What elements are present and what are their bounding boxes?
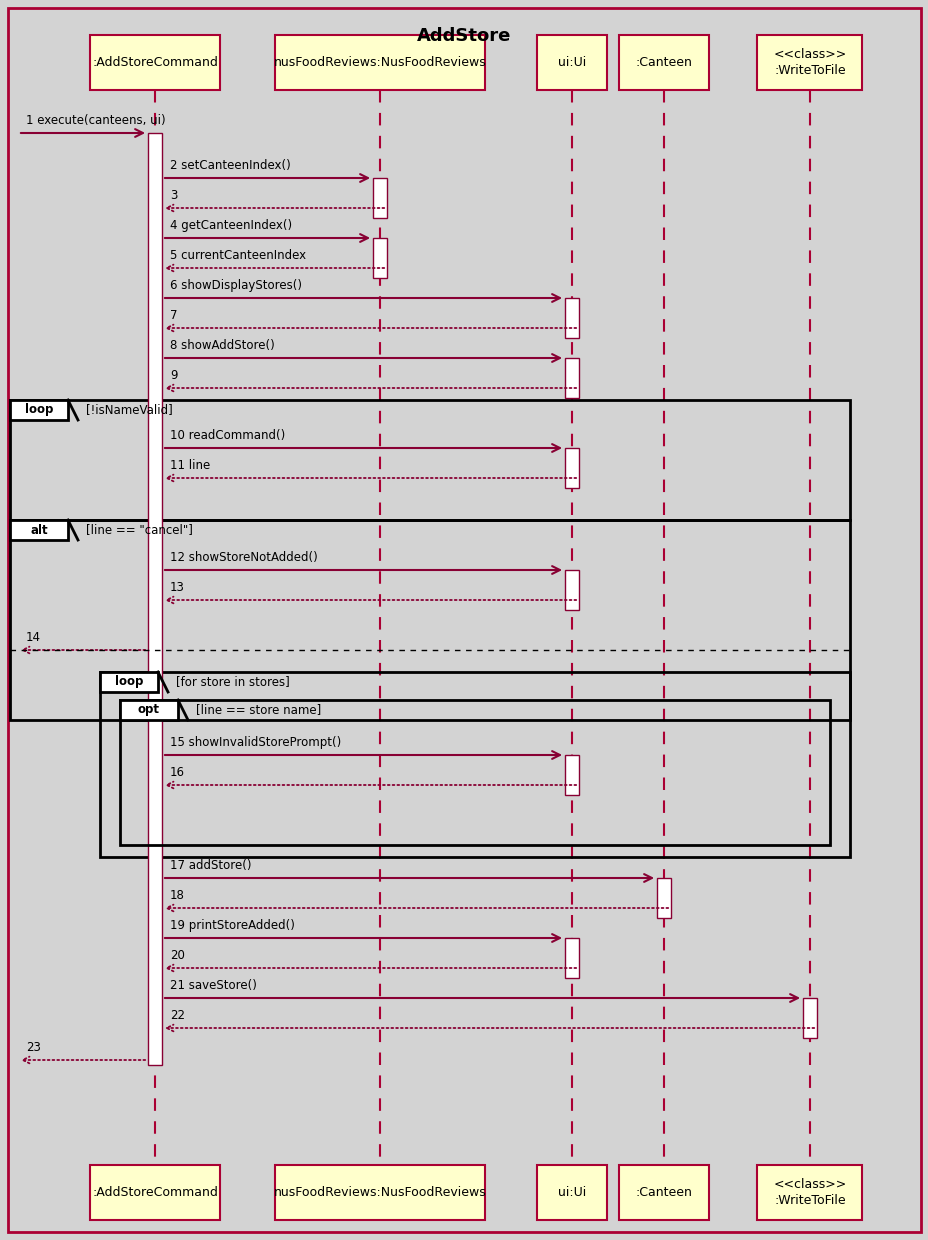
Bar: [120, 701, 829, 844]
Text: <<class>>: <<class>>: [772, 1178, 845, 1190]
Text: 1 execute(canteens, ui): 1 execute(canteens, ui): [26, 114, 165, 126]
Bar: [656, 878, 670, 918]
Text: :Canteen: :Canteen: [635, 1185, 691, 1199]
Bar: [564, 298, 578, 339]
Text: 7: 7: [170, 309, 177, 322]
Bar: [564, 937, 578, 978]
Text: ui:Ui: ui:Ui: [558, 56, 586, 69]
Text: :WriteToFile: :WriteToFile: [773, 1194, 844, 1207]
Text: 13: 13: [170, 582, 185, 594]
Text: 14: 14: [26, 631, 41, 644]
Text: loop: loop: [25, 403, 53, 417]
Text: 5 currentCanteenIndex: 5 currentCanteenIndex: [170, 249, 306, 262]
Text: 23: 23: [26, 1042, 41, 1054]
Bar: [756, 1166, 861, 1220]
Text: [for store in stores]: [for store in stores]: [175, 676, 290, 688]
Text: 17 addStore(): 17 addStore(): [170, 859, 251, 872]
Bar: [536, 1166, 606, 1220]
Text: :WriteToFile: :WriteToFile: [773, 64, 844, 77]
Bar: [373, 179, 387, 218]
Text: 11 line: 11 line: [170, 459, 210, 472]
Bar: [120, 701, 178, 720]
Text: alt: alt: [30, 523, 47, 537]
Text: AddStore: AddStore: [417, 27, 511, 45]
Text: :Canteen: :Canteen: [635, 56, 691, 69]
Bar: [100, 672, 849, 857]
Text: 16: 16: [170, 766, 185, 779]
Text: 6 showDisplayStores(): 6 showDisplayStores(): [170, 279, 302, 291]
Bar: [564, 358, 578, 398]
Text: :AddStoreCommand: :AddStoreCommand: [92, 56, 218, 69]
Bar: [564, 755, 578, 795]
Text: nusFoodReviews:NusFoodReviews: nusFoodReviews:NusFoodReviews: [274, 1185, 486, 1199]
Bar: [564, 448, 578, 489]
Text: 12 showStoreNotAdded(): 12 showStoreNotAdded(): [170, 551, 317, 564]
Text: 15 showInvalidStorePrompt(): 15 showInvalidStorePrompt(): [170, 737, 341, 749]
Text: [!isNameValid]: [!isNameValid]: [86, 403, 173, 417]
Bar: [90, 1166, 220, 1220]
Bar: [275, 35, 484, 91]
Text: 4 getCanteenIndex(): 4 getCanteenIndex(): [170, 219, 291, 232]
Text: loop: loop: [115, 676, 143, 688]
Bar: [756, 35, 861, 91]
Text: [line == store name]: [line == store name]: [196, 703, 321, 717]
Bar: [148, 133, 161, 1065]
Text: 8 showAddStore(): 8 showAddStore(): [170, 339, 275, 352]
Text: 9: 9: [170, 370, 177, 382]
Text: :AddStoreCommand: :AddStoreCommand: [92, 1185, 218, 1199]
Bar: [100, 672, 158, 692]
Bar: [10, 401, 68, 420]
Text: 10 readCommand(): 10 readCommand(): [170, 429, 285, 441]
Bar: [536, 35, 606, 91]
Bar: [564, 570, 578, 610]
Text: opt: opt: [138, 703, 160, 717]
Text: 18: 18: [170, 889, 185, 901]
Text: 19 printStoreAdded(): 19 printStoreAdded(): [170, 919, 294, 932]
Bar: [10, 401, 849, 520]
Text: 2 setCanteenIndex(): 2 setCanteenIndex(): [170, 159, 290, 172]
Bar: [10, 520, 68, 539]
Text: 20: 20: [170, 949, 185, 962]
Text: [line == "cancel"]: [line == "cancel"]: [86, 523, 193, 537]
Text: <<class>>: <<class>>: [772, 48, 845, 61]
Bar: [10, 520, 849, 720]
Text: 3: 3: [170, 188, 177, 202]
Text: ui:Ui: ui:Ui: [558, 1185, 586, 1199]
Text: 21 saveStore(): 21 saveStore(): [170, 980, 257, 992]
Bar: [802, 998, 816, 1038]
Bar: [275, 1166, 484, 1220]
Bar: [618, 1166, 708, 1220]
Bar: [373, 238, 387, 278]
Text: 22: 22: [170, 1009, 185, 1022]
Bar: [618, 35, 708, 91]
Bar: [90, 35, 220, 91]
Text: nusFoodReviews:NusFoodReviews: nusFoodReviews:NusFoodReviews: [274, 56, 486, 69]
